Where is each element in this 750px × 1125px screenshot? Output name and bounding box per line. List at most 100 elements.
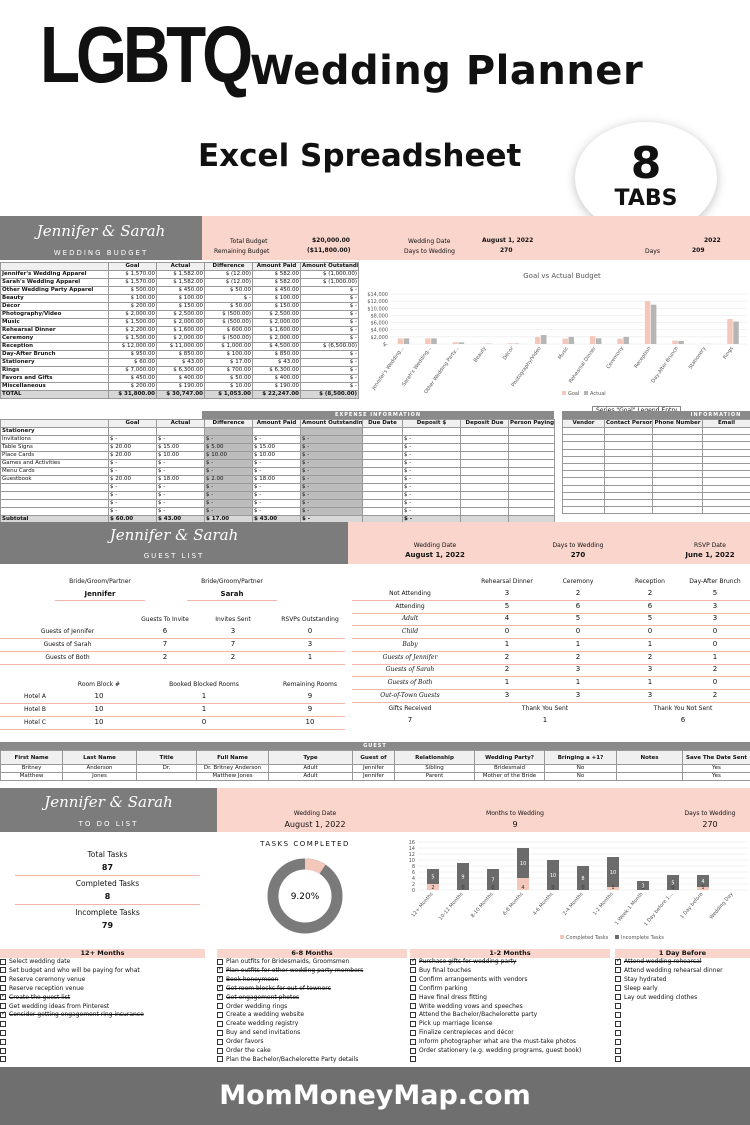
- todo-checkbox[interactable]: [0, 985, 6, 992]
- guest-col-header[interactable]: Type: [268, 750, 353, 765]
- vendor-cell: [604, 477, 653, 486]
- todo-checkbox[interactable]: [410, 1011, 416, 1018]
- event-row-label: Out-of-Town Guests: [380, 691, 440, 699]
- budget-cell: $ 700.00: [204, 366, 253, 375]
- task-bar-completed: [427, 884, 439, 890]
- chart-x-tick: Reception: [633, 346, 652, 370]
- todo-checkbox[interactable]: [615, 1038, 621, 1045]
- todo-checkbox[interactable]: [0, 1011, 6, 1018]
- todo-item-label: Stay hydrated: [624, 975, 667, 983]
- todo-checkbox[interactable]: [217, 1038, 223, 1045]
- expense-cell: $ -: [108, 491, 157, 500]
- todo-checkbox[interactable]: [615, 1056, 621, 1063]
- todo-checkbox[interactable]: [217, 976, 223, 983]
- todo-checkbox[interactable]: [217, 1029, 223, 1036]
- todo-checkbox[interactable]: [217, 994, 223, 1001]
- task-chart-y-tick: 8: [412, 864, 415, 870]
- task-chart-x-tick: 1 Day before: [679, 891, 704, 920]
- task-bar-completed: [517, 878, 529, 890]
- todo-checkbox[interactable]: [0, 1047, 6, 1054]
- expense-cell: $ -: [300, 443, 363, 452]
- todo-checkbox[interactable]: [410, 1038, 416, 1045]
- chart-bar-goal: [672, 340, 678, 344]
- budget-table: Goal Actual Difference Amount Paid Amount Ou…: [0, 262, 359, 399]
- todo-checkbox[interactable]: [0, 958, 6, 965]
- guest-col-header[interactable]: Bringing a +1?: [544, 750, 617, 765]
- todo-checkbox[interactable]: [615, 1003, 621, 1009]
- todo-checkbox[interactable]: [410, 1003, 416, 1009]
- expense-cell: Games and Activities: [0, 459, 109, 468]
- todo-checkbox[interactable]: [615, 1047, 621, 1054]
- todo-checkbox[interactable]: [615, 994, 621, 1001]
- todo-checkbox[interactable]: [410, 985, 416, 992]
- legend-swatch: [584, 391, 588, 395]
- expense-cell: $ -: [156, 491, 205, 500]
- guest-col-header[interactable]: Save The Date Sent: [682, 750, 750, 765]
- invite-value: 2: [230, 653, 236, 661]
- guest-cell: Mother of the Bride: [474, 772, 545, 781]
- task-label-incomplete: 4: [701, 879, 704, 885]
- footer-site-name[interactable]: MomMoneyMap.com: [0, 1067, 750, 1125]
- guest-col-header[interactable]: Wedding Party?: [474, 750, 545, 765]
- expense-cell: $ -: [402, 483, 461, 492]
- todo-checkbox[interactable]: [410, 976, 416, 983]
- todo-checkbox[interactable]: [217, 1003, 223, 1009]
- todo-checkbox[interactable]: [0, 1003, 6, 1009]
- guest-cell: Dr. Britney Anderson: [196, 764, 269, 773]
- todo-item-label: Select wedding date: [9, 958, 71, 965]
- event-value: 3: [504, 589, 510, 597]
- todo-checkbox[interactable]: [615, 1011, 621, 1018]
- task-label-completed: 2: [431, 885, 434, 891]
- todo-checkbox[interactable]: [217, 985, 223, 992]
- budget-cell: $ 1,570.00: [108, 270, 157, 279]
- todo-checkbox[interactable]: [410, 994, 416, 1001]
- todo-checkbox[interactable]: [410, 1056, 416, 1063]
- todo-checkbox[interactable]: [0, 967, 6, 974]
- todo-checkbox[interactable]: [217, 958, 223, 965]
- todo-checkbox[interactable]: [410, 967, 416, 974]
- expense-cell: [362, 483, 403, 492]
- expense-cell: $ -: [252, 435, 301, 444]
- todo-checkbox[interactable]: [0, 1020, 6, 1027]
- guest-col-header[interactable]: Full Name: [196, 750, 269, 765]
- todo-checkbox[interactable]: [217, 1056, 223, 1063]
- todo-checkbox[interactable]: [615, 1020, 621, 1027]
- todo-checkbox[interactable]: [217, 1020, 223, 1027]
- todo-checkbox[interactable]: [217, 1047, 223, 1054]
- budget-header-row: Goal Actual Difference Amount Paid Amount Ou…: [0, 262, 359, 271]
- vendor-cell: [562, 491, 605, 500]
- expense-cell: [362, 427, 403, 436]
- todo-checkbox[interactable]: [615, 985, 621, 992]
- budget-cell: $ -: [300, 310, 359, 319]
- todo-checkbox[interactable]: [217, 1011, 223, 1018]
- guest-col-header[interactable]: Notes: [616, 750, 683, 765]
- todo-checkbox[interactable]: [0, 994, 6, 1001]
- budget-row-label: Rehearsal Dinner: [0, 326, 109, 335]
- todo-checkbox[interactable]: [0, 1038, 6, 1045]
- todo-checkbox[interactable]: [0, 1056, 6, 1063]
- todo-checkbox[interactable]: [410, 1020, 416, 1027]
- todo-checkbox[interactable]: [410, 958, 416, 965]
- task-label-incomplete: 9: [461, 875, 464, 881]
- todo-checkbox[interactable]: [410, 1029, 416, 1036]
- todo-checkbox[interactable]: [0, 976, 6, 983]
- guest-col-header[interactable]: Last Name: [62, 750, 137, 765]
- guest-col-header[interactable]: First Name: [0, 750, 63, 765]
- todo-checkbox[interactable]: [615, 958, 621, 965]
- todo-checkbox[interactable]: [0, 1029, 6, 1036]
- todo-checkbox[interactable]: [615, 976, 621, 983]
- guest-col-header[interactable]: Guest of: [352, 750, 395, 765]
- todo-checkbox[interactable]: [615, 967, 621, 974]
- task-legend-swatch: [560, 935, 564, 939]
- task-label-completed: 0: [671, 885, 674, 891]
- todo-checkbox[interactable]: [217, 967, 223, 974]
- months-label: Months to Wedding: [486, 810, 544, 817]
- guest-col-header[interactable]: Relationship: [394, 750, 475, 765]
- todo-checkbox[interactable]: [410, 1047, 416, 1054]
- budget-cell: $ 100.00: [252, 294, 301, 303]
- todo-checkbox[interactable]: [615, 1029, 621, 1036]
- expense-cell: $ -: [252, 491, 301, 500]
- guest-col-header[interactable]: Title: [136, 750, 197, 765]
- expense-cell: $ -: [156, 459, 205, 468]
